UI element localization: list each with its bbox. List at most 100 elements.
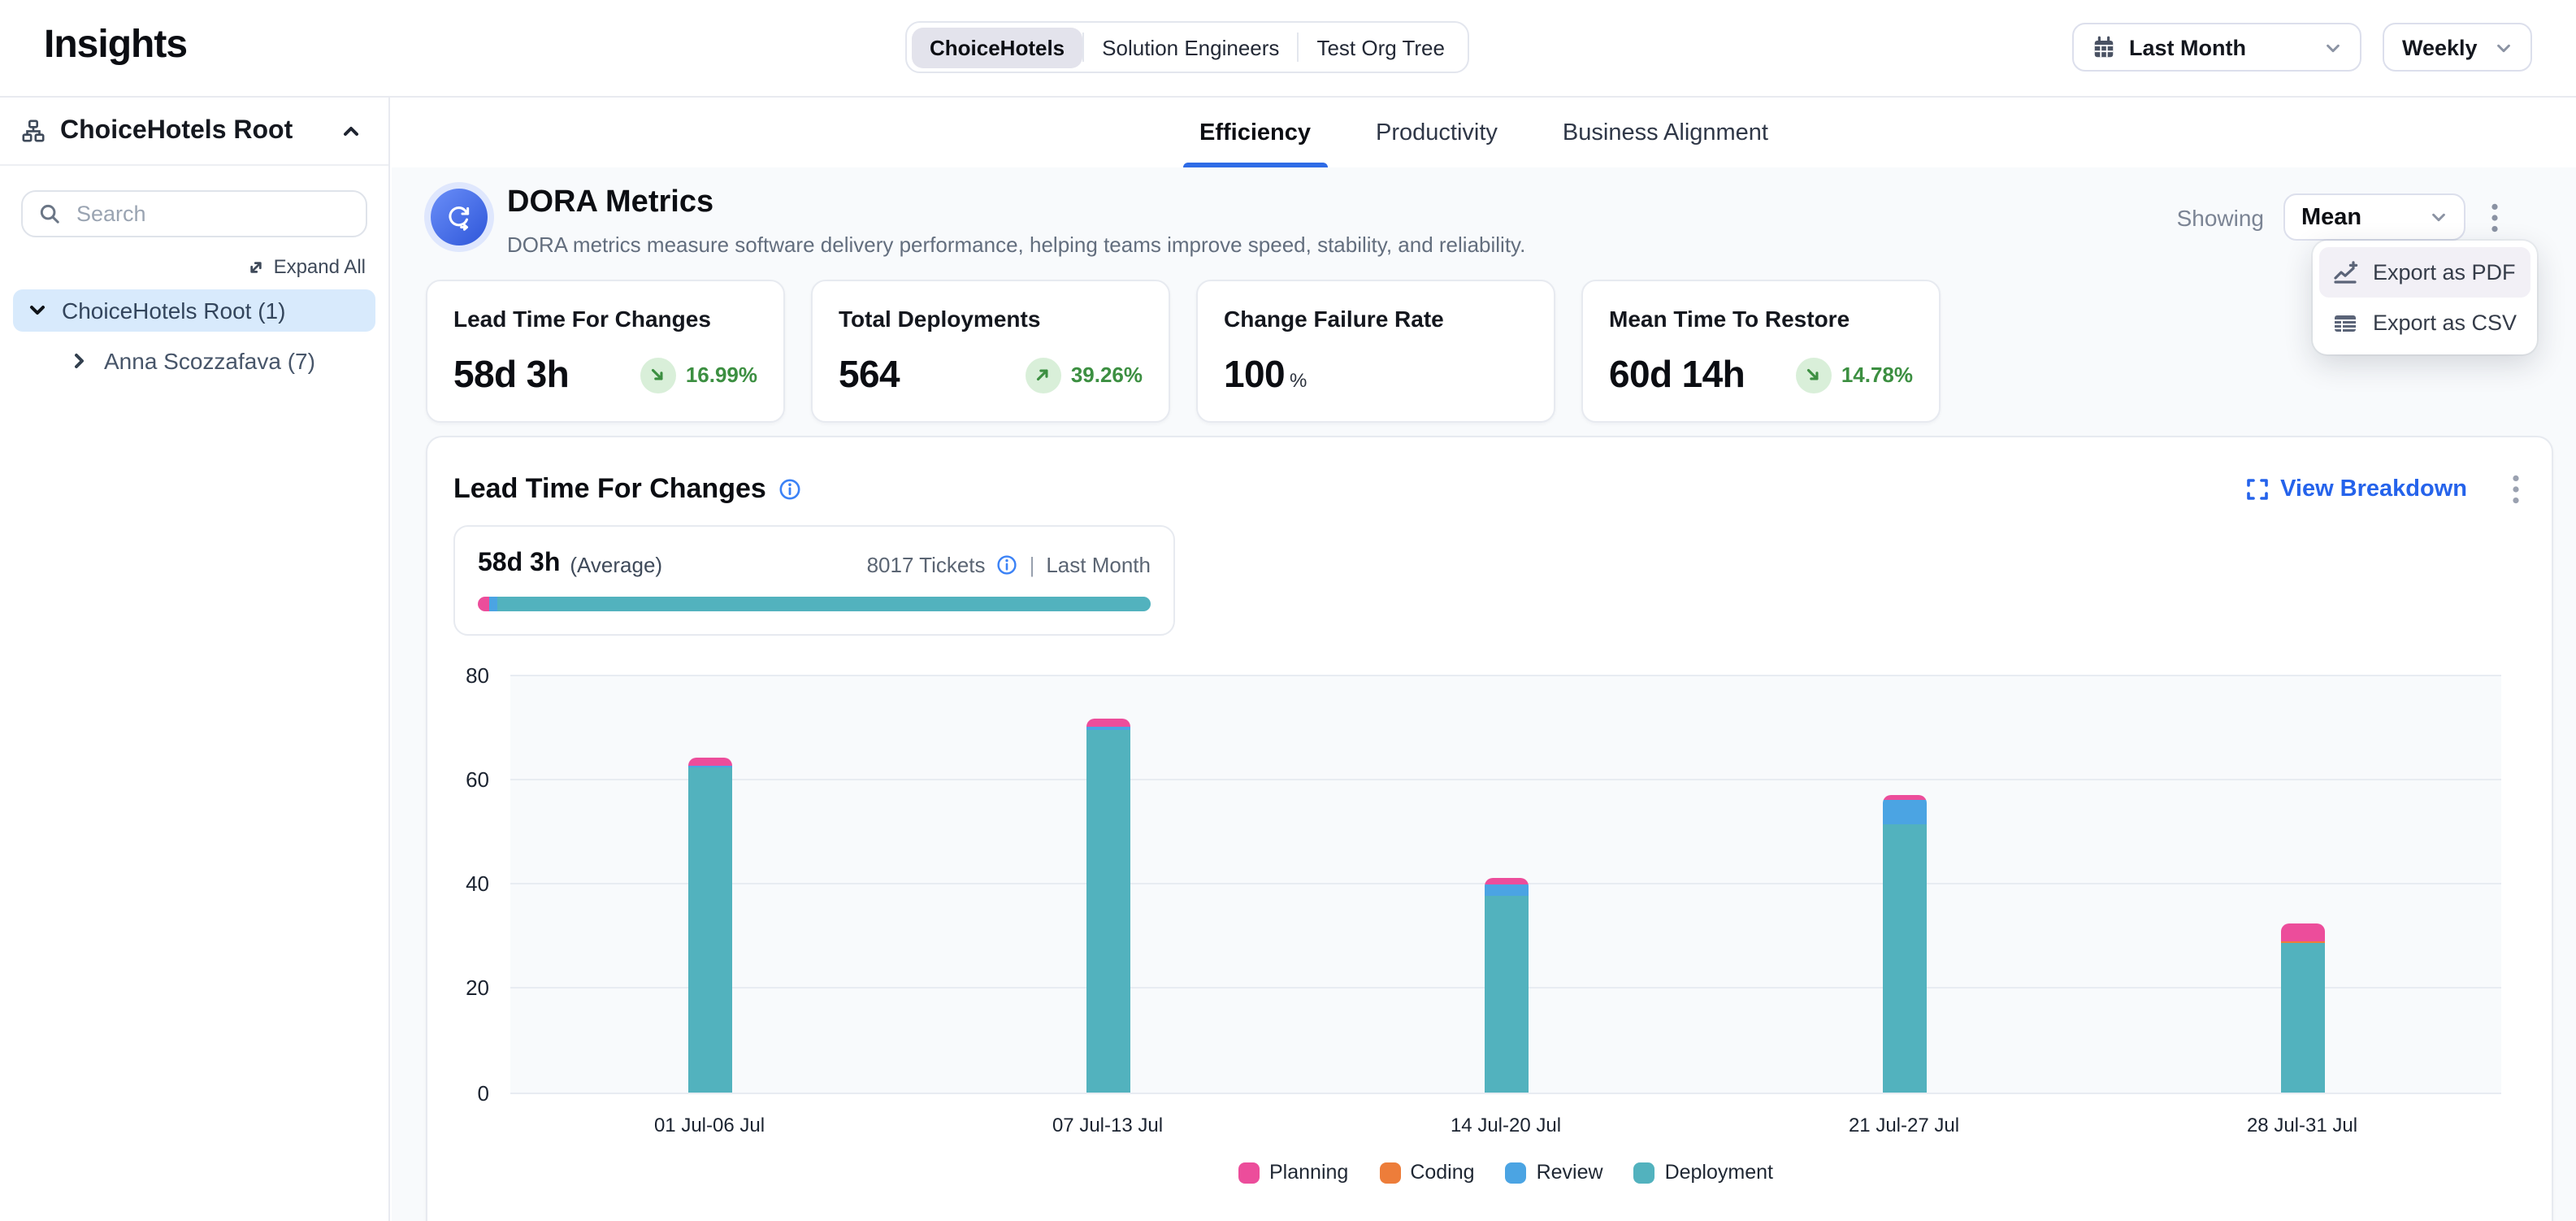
- granularity-value: Weekly: [2402, 35, 2478, 59]
- tree-item-anna-scozzafava-7[interactable]: Anna Scozzafava (7): [55, 340, 375, 382]
- bar-segment-planning: [1882, 794, 1926, 800]
- date-range-select[interactable]: Last Month: [2072, 23, 2361, 72]
- trend-up-icon: [1025, 357, 1061, 393]
- bar-07-jul-13-jul[interactable]: [1086, 719, 1130, 1093]
- metric-card-value: 564: [839, 353, 900, 395]
- menu-item-label: Export as PDF: [2373, 260, 2516, 285]
- chevron-down-icon[interactable]: [28, 301, 47, 320]
- metric-card-value: 100%: [1224, 353, 1307, 395]
- chart-line-plus-icon: [2332, 259, 2358, 285]
- top-bar: Insights ChoiceHotels Solution Engineers T…: [0, 0, 2576, 98]
- bar-28-jul-31-jul[interactable]: [2280, 923, 2324, 1093]
- info-icon[interactable]: [997, 554, 1018, 575]
- tree-item-choicehotels-root-1[interactable]: ChoiceHotels Root (1): [13, 289, 375, 332]
- main-area: Efficiency Productivity Business Alignment…: [392, 98, 2576, 1221]
- efficiency-content: DORA Metrics DORA metrics measure softwa…: [392, 167, 2576, 1221]
- tab-business-alignment[interactable]: Business Alignment: [1562, 119, 1768, 146]
- granularity-select[interactable]: Weekly: [2383, 23, 2532, 72]
- view-breakdown-label: View Breakdown: [2280, 476, 2467, 502]
- menu-item-export-as-pdf[interactable]: Export as PDF: [2319, 247, 2530, 298]
- trend-percentage: 16.99%: [685, 363, 757, 387]
- dora-kebab-menu-button[interactable]: [2485, 198, 2504, 237]
- bar-segment-planning: [2280, 923, 2324, 941]
- bar-01-jul-06-jul[interactable]: [687, 758, 731, 1093]
- progress-segment-deployment: [497, 597, 1151, 611]
- metric-card-value: 58d 3h: [453, 353, 570, 395]
- x-axis-label-21-jul-27-jul: 21 Jul-27 Jul: [1848, 1114, 1960, 1136]
- bar-segment-review: [1882, 799, 1926, 825]
- progress-segment-review: [488, 597, 497, 611]
- chevron-right-icon[interactable]: [70, 351, 89, 371]
- showing-controls: Showing Mean: [2177, 193, 2504, 241]
- view-breakdown-button[interactable]: View Breakdown: [2246, 476, 2467, 502]
- metric-card-title: Mean Time To Restore: [1609, 306, 1850, 332]
- lead-time-bar-chart: 0 20 40 60 80 01 Jul-06 Jul 07 Jul-13 Jul 14 Ju…: [466, 664, 2501, 1136]
- metric-card-title: Change Failure Rate: [1224, 306, 1444, 332]
- metric-card-total-deployments: Total Deployments 564 39.26%: [811, 280, 1170, 423]
- org-tab-solution-engineers[interactable]: Solution Engineers: [1102, 35, 1280, 59]
- legend-swatch: [1505, 1162, 1527, 1183]
- progress-segment-planning: [478, 597, 489, 611]
- calendar-icon: [2092, 35, 2116, 59]
- expand-all-icon: [248, 258, 266, 276]
- tab-efficiency[interactable]: Efficiency: [1183, 98, 1326, 167]
- tab-productivity[interactable]: Productivity: [1376, 119, 1498, 146]
- org-switcher: ChoiceHotels Solution Engineers Test Org T…: [905, 21, 1469, 73]
- chevron-down-icon: [2430, 208, 2448, 226]
- org-tree-sidebar: ChoiceHotels Root Expand All ChoiceHotel…: [0, 98, 390, 1221]
- bar-segment-coding: [2280, 941, 2324, 943]
- chart-kebab-menu-button[interactable]: [2506, 470, 2526, 509]
- search-input[interactable]: [73, 200, 349, 228]
- legend-item-planning[interactable]: Planning: [1238, 1161, 1348, 1184]
- phase-progress-bar: [478, 597, 1151, 611]
- showing-label: Showing: [2176, 204, 2264, 230]
- bar-segment-review: [1484, 884, 1528, 896]
- org-tree: ChoiceHotels Root (1) Anna Scozzafava (7): [0, 289, 388, 382]
- legend-item-deployment[interactable]: Deployment: [1633, 1161, 1773, 1184]
- info-icon[interactable]: [779, 478, 802, 501]
- bar-segment-deployment: [687, 767, 731, 1093]
- sidebar-header: ChoiceHotels Root: [0, 98, 388, 166]
- chevron-down-icon: [2324, 38, 2342, 56]
- trend-badge: 14.78%: [1795, 357, 1913, 393]
- bar-segment-deployment: [1086, 729, 1130, 1093]
- tickets-count: 8017 Tickets: [866, 552, 986, 576]
- y-axis-tick-0: 0: [477, 1080, 489, 1105]
- topbar-controls: Last Month Weekly: [2072, 23, 2532, 72]
- trend-badge: 16.99%: [640, 357, 757, 393]
- gridline-y-60: [510, 778, 2501, 780]
- org-tab-test-org-tree[interactable]: Test Org Tree: [1316, 35, 1445, 59]
- bar-segment-review: [687, 765, 731, 767]
- table-icon: [2332, 310, 2358, 336]
- bar-segment-deployment: [1484, 895, 1528, 1093]
- metric-card-title: Lead Time For Changes: [453, 306, 711, 332]
- separator: |: [1029, 552, 1035, 576]
- collapse-tree-button[interactable]: [335, 116, 367, 146]
- bar-segment-deployment: [2280, 942, 2324, 1093]
- menu-item-export-as-csv[interactable]: Export as CSV: [2319, 298, 2530, 348]
- metric-card-title: Total Deployments: [839, 306, 1041, 332]
- legend-item-review[interactable]: Review: [1505, 1161, 1603, 1184]
- main-tabs: Efficiency Productivity Business Alignment: [392, 98, 2576, 169]
- export-menu: Export as PDF Export as CSV: [2313, 241, 2537, 354]
- bar-segment-planning: [1086, 719, 1130, 727]
- org-tab-choicehotels[interactable]: ChoiceHotels: [912, 27, 1083, 67]
- segment-divider: [1297, 33, 1299, 62]
- x-axis-label-28-jul-31-jul: 28 Jul-31 Jul: [2246, 1114, 2358, 1136]
- bar-14-jul-20-jul[interactable]: [1484, 878, 1528, 1093]
- period-label: Last Month: [1046, 552, 1151, 576]
- bar-21-jul-27-jul[interactable]: [1882, 794, 1926, 1093]
- aggregation-select[interactable]: Mean: [2283, 193, 2465, 241]
- lead-time-chart-card: Lead Time For Changes View Breakdown: [426, 436, 2553, 1221]
- dora-metrics-header: DORA Metrics DORA metrics measure softwa…: [431, 185, 1525, 257]
- legend-item-coding[interactable]: Coding: [1379, 1161, 1475, 1184]
- expand-all-button[interactable]: Expand All: [23, 255, 366, 278]
- metric-card-lead-time-for-changes: Lead Time For Changes 58d 3h 16.99%: [426, 280, 785, 423]
- metric-card-mean-time-to-restore: Mean Time To Restore 60d 14h 14.78%: [1581, 280, 1941, 423]
- x-axis-label-01-jul-06-jul: 01 Jul-06 Jul: [653, 1114, 765, 1136]
- segment-divider: [1082, 33, 1085, 62]
- dora-metric-cards: Lead Time For Changes 58d 3h 16.99% Total D…: [426, 280, 1941, 423]
- bar-segment-deployment: [1882, 824, 1926, 1093]
- chart-legend: Planning Coding Review Deployment: [510, 1161, 2501, 1184]
